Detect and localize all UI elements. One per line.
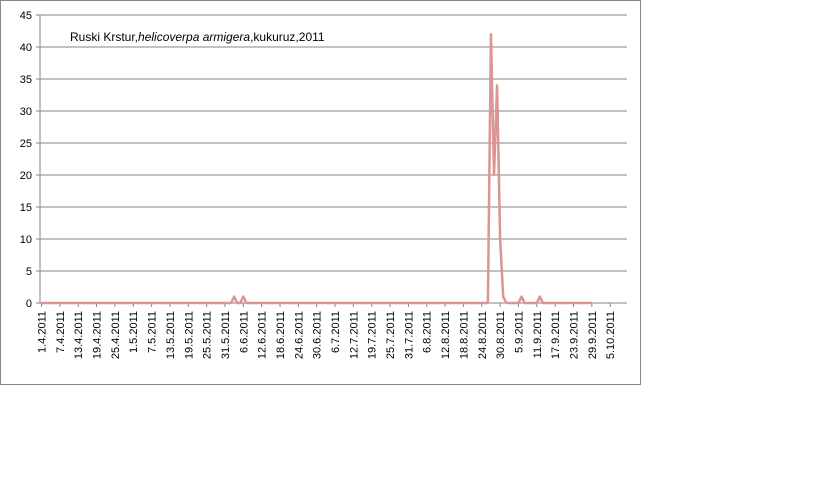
x-tick-label: 17.9.2011 [550,311,562,359]
x-tick-label: 31.5.2011 [220,311,232,359]
x-tick-label: 6.8.2011 [422,311,434,353]
chart-border [0,0,641,385]
x-tick-label: 6.6.2011 [238,311,250,353]
y-tick-label: 10 [20,234,32,246]
x-tick-label: 25.7.2011 [385,311,397,359]
y-tick-label: 5 [26,266,32,278]
x-tick-label: 5.10.2011 [605,311,617,359]
x-tick-label: 29.9.2011 [587,311,599,359]
x-tick-label: 19.5.2011 [183,311,195,359]
y-tick-label: 45 [20,10,32,22]
x-tick-label: 23.9.2011 [568,311,580,359]
x-tick-label: 30.8.2011 [495,311,507,359]
x-tick-label: 25.5.2011 [202,311,214,359]
data-line [41,32,592,305]
y-tick-label: 0 [26,298,32,310]
x-tick-label: 12.8.2011 [440,311,452,359]
x-tick-label: 31.7.2011 [403,311,415,359]
x-tick-label: 5.9.2011 [513,311,525,353]
x-tick-label: 7.4.2011 [55,311,67,353]
x-tick-label: 6.7.2011 [330,311,342,353]
x-tick-label: 12.7.2011 [348,311,360,359]
x-tick-label: 19.7.2011 [367,311,379,359]
chart-title: Ruski Krstur,helicoverpa armigera,kukuru… [70,30,325,44]
y-tick-label: 30 [20,106,32,118]
title-part: ,kukuruz,2011 [250,30,325,44]
y-tick-label: 35 [20,74,32,86]
x-tick-label: 13.5.2011 [165,311,177,359]
x-tick-label: 7.5.2011 [147,311,159,353]
x-tick-label: 18.6.2011 [275,311,287,359]
y-tick-label: 20 [20,170,32,182]
x-tick-label: 1.5.2011 [128,311,140,353]
x-tick-label: 24.6.2011 [293,311,305,359]
x-tick-label: 11.9.2011 [532,311,544,358]
y-tick-label: 40 [20,42,32,54]
x-tick-label: 18.8.2011 [458,311,470,359]
title-part: Ruski Krstur, [70,30,138,44]
x-tick-label: 19.4.2011 [92,311,104,359]
y-tick-label: 25 [20,138,32,150]
x-tick-label: 1.4.2011 [37,311,49,353]
x-tick-label: 12.6.2011 [257,311,269,359]
x-tick-label: 13.4.2011 [73,311,85,359]
x-tick-label: 30.6.2011 [312,311,324,359]
x-tick-label: 25.4.2011 [110,311,122,359]
y-tick-label: 15 [20,202,32,214]
x-tick-label: 24.8.2011 [477,311,489,359]
title-part: helicoverpa armigera [138,30,250,44]
